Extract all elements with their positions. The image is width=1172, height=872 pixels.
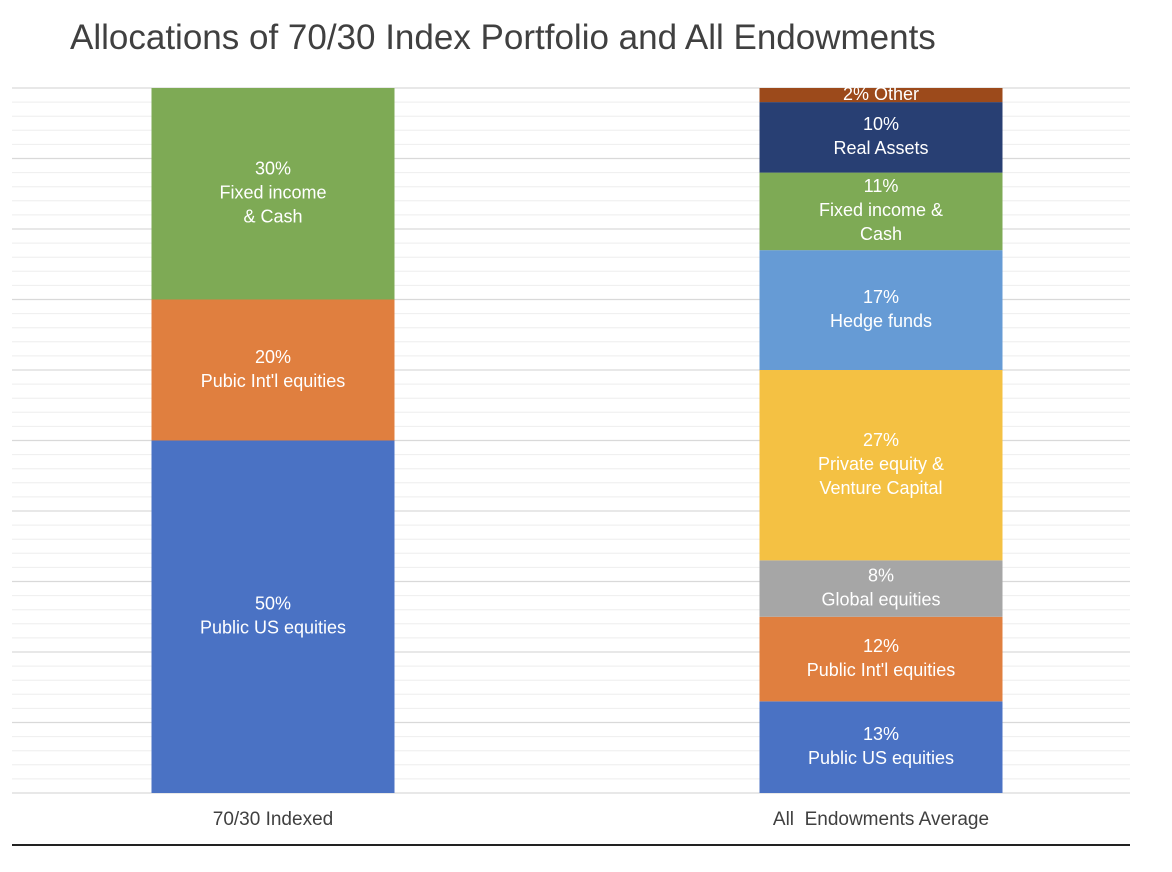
- segment-label: Venture Capital: [819, 478, 942, 498]
- bar-segment: [151, 299, 395, 441]
- segment-label: Public Int'l equities: [807, 660, 956, 680]
- segment-label: Public US equities: [808, 748, 954, 768]
- segment-label: 10%: [863, 114, 899, 134]
- segment-label: 17%: [863, 287, 899, 307]
- segment-label: Public US equities: [200, 618, 346, 638]
- bar-segment: [759, 172, 1003, 251]
- bar-segment: [151, 88, 395, 300]
- bar-segment: [759, 560, 1003, 617]
- bar-segment: [759, 370, 1003, 561]
- category-label: All Endowments Average: [773, 809, 989, 830]
- segment-label: Private equity &: [818, 454, 944, 474]
- segment-label: 20%: [255, 347, 291, 367]
- segment-label: Hedge funds: [830, 311, 932, 331]
- segment-label: Cash: [860, 224, 902, 244]
- bar-segment: [151, 440, 395, 793]
- segment-label: 11%: [864, 176, 899, 196]
- bar-segment: [759, 88, 1003, 103]
- segment-label: Global equities: [821, 589, 940, 609]
- segment-label: & Cash: [243, 207, 302, 227]
- segment-label: 27%: [863, 430, 899, 450]
- bar-segment: [759, 250, 1003, 370]
- segment-label: 8%: [868, 565, 894, 585]
- segment-label: 13%: [863, 724, 899, 744]
- bar-segment: [759, 616, 1003, 702]
- segment-label: 2% Other: [843, 84, 919, 104]
- bar-segment: [759, 102, 1003, 173]
- category-label: 70/30 Indexed: [213, 809, 333, 830]
- bar-segment: [759, 701, 1003, 793]
- segment-label: 12%: [863, 636, 899, 656]
- segment-label: Fixed income &: [819, 200, 943, 220]
- segment-label: Real Assets: [833, 138, 928, 158]
- segment-label: Pubic Int'l equities: [201, 371, 346, 391]
- segment-label: 30%: [255, 159, 291, 179]
- segment-label: 50%: [255, 594, 291, 614]
- segment-label: Fixed income: [219, 183, 326, 203]
- chart-title: Allocations of 70/30 Index Portfolio and…: [70, 18, 936, 57]
